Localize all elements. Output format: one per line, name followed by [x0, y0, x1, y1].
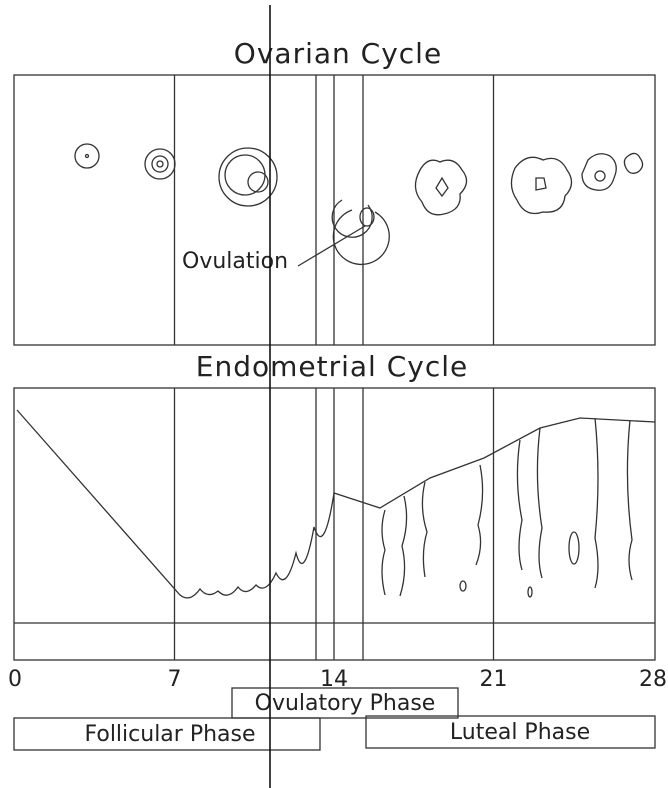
- glands: [381, 417, 633, 598]
- ovulatory-label: Ovulatory Phase: [255, 691, 436, 716]
- luteal-label: Luteal Phase: [450, 720, 590, 745]
- day-label: 0: [8, 667, 22, 692]
- day-label: 7: [168, 667, 182, 692]
- endometrium: [16, 409, 656, 599]
- follicular-label: Follicular Phase: [84, 722, 255, 747]
- luteal-box: [365, 715, 656, 749]
- ovulation-label: Ovulation: [182, 249, 288, 274]
- endometrial-title: Endometrial Cycle: [196, 350, 468, 383]
- follicles: [74, 143, 644, 266]
- day-label: 21: [480, 667, 508, 692]
- ovarian-title: Ovarian Cycle: [234, 37, 442, 70]
- ovulatory-box: [231, 687, 459, 719]
- ovulation-pointer: [297, 225, 366, 267]
- day-label: 14: [320, 667, 348, 692]
- day-label: 28: [639, 667, 667, 692]
- follicular-box: [13, 717, 321, 751]
